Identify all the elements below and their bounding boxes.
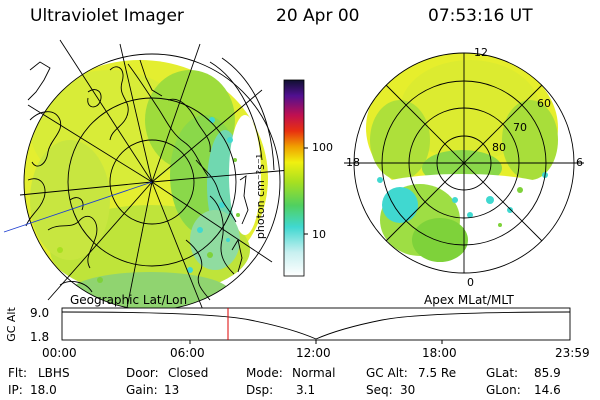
seq-label: Seq: <box>366 383 393 397</box>
instrument-title: Ultraviolet Imager <box>30 6 184 26</box>
altitude-axis-label: GC Alt <box>4 307 18 342</box>
geographic-map-caption: Geographic Lat/Lon <box>70 293 188 307</box>
colorbar-unit-label: photon cm⁻²s⁻¹ <box>254 153 268 240</box>
glat-value: 85.9 <box>534 366 561 380</box>
door-label: Door: <box>126 366 159 380</box>
mlt-label-18: 18 <box>346 156 360 169</box>
time-tick-1200: 12:00 <box>296 346 331 360</box>
altitude-tick-9: 9.0 <box>30 306 50 320</box>
glon-label: GLon: <box>486 383 521 397</box>
altitude-panel <box>61 307 571 344</box>
time-tick-0000: 00:00 <box>42 346 77 360</box>
apex-map-caption: Apex MLat/MLT <box>424 293 514 307</box>
time-label: 07:53:16 UT <box>428 6 533 26</box>
gc-alt-value: 7.5 Re <box>418 366 457 380</box>
glon-value: 14.6 <box>534 383 561 397</box>
gain-value: 13 <box>164 383 180 397</box>
mlat-label-60: 60 <box>537 97 551 110</box>
glat-label: GLat: <box>486 366 519 380</box>
door-value: Closed <box>168 366 209 380</box>
dsp-value: 3.1 <box>296 383 316 397</box>
time-tick-0600: 06:00 <box>170 346 205 360</box>
mode-label: Mode: <box>246 366 283 380</box>
mlat-label-70: 70 <box>513 121 527 134</box>
date-label: 20 Apr 00 <box>276 6 360 26</box>
mlt-label-0: 0 <box>467 276 474 289</box>
colorbar-tick-10: 10 <box>312 228 326 241</box>
filter-label: Flt: <box>8 366 27 380</box>
intensity-colorbar <box>283 79 308 277</box>
altitude-tick-1-8: 1.8 <box>30 330 50 344</box>
filter-value: LBHS <box>38 366 70 380</box>
mode-value: Normal <box>292 366 336 380</box>
seq-value: 30 <box>400 383 416 397</box>
dsp-label: Dsp: <box>246 383 274 397</box>
gc-alt-label: GC Alt: <box>366 366 408 380</box>
geographic-map <box>3 39 291 319</box>
apex-polar-map <box>344 52 584 274</box>
gain-label: Gain: <box>126 383 158 397</box>
time-tick-2359: 23:59 <box>555 346 590 360</box>
time-tick-1800: 18:00 <box>422 346 457 360</box>
ip-value: 18.0 <box>30 383 57 397</box>
mlat-label-80: 80 <box>492 141 506 154</box>
colorbar-tick-100: 100 <box>312 141 333 154</box>
ip-label: IP: <box>8 383 23 397</box>
mlt-label-6: 6 <box>576 156 583 169</box>
mlt-label-12: 12 <box>474 46 488 59</box>
